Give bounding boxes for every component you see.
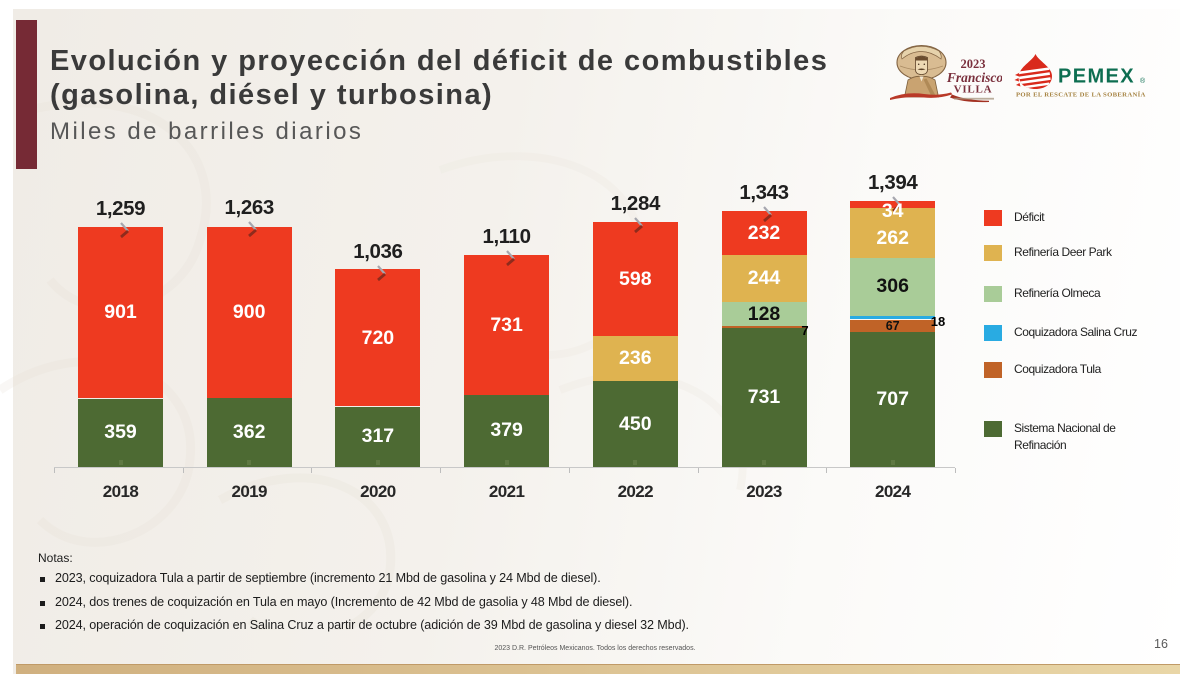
svg-text:2023: 2023 bbox=[961, 57, 986, 71]
svg-text:VILLA: VILLA bbox=[954, 84, 993, 96]
svg-text:®: ® bbox=[1140, 77, 1146, 85]
svg-text:POR EL RESCATE DE LA SOBERANÍA: POR EL RESCATE DE LA SOBERANÍA bbox=[1016, 91, 1146, 99]
svg-text:PEMEX: PEMEX bbox=[1058, 66, 1135, 88]
svg-text:Francisco: Francisco bbox=[946, 70, 1002, 85]
